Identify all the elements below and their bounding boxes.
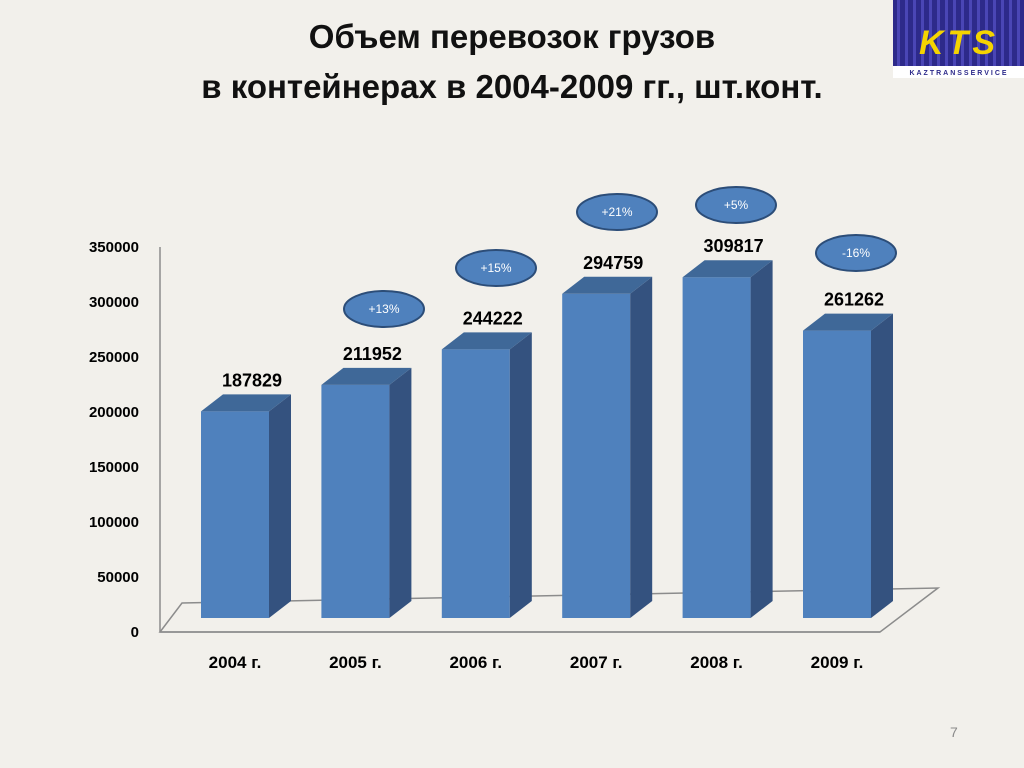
bar-front-1 — [201, 411, 269, 618]
bar-front-3 — [441, 349, 510, 618]
logo-stripe — [953, 0, 956, 66]
bar-top-2 — [321, 367, 412, 385]
logo-stripe — [985, 0, 988, 66]
category-label: 2004 г. — [209, 653, 262, 672]
bar-top-6 — [803, 313, 893, 331]
growth-label: +15% — [480, 261, 511, 275]
value-label: 309817 — [704, 236, 764, 256]
bar-side-6 — [871, 313, 893, 618]
value-label: 244222 — [463, 308, 523, 328]
logo-subtext-band — [893, 66, 1024, 78]
bar-side-1 — [269, 394, 291, 618]
y-tick-label: 150000 — [89, 459, 139, 476]
bar-front-4 — [562, 293, 631, 618]
y-tick-label: 50000 — [97, 569, 139, 586]
bar-front-5 — [682, 277, 751, 618]
logo-stripe — [897, 0, 900, 66]
logo-stripe — [921, 0, 924, 66]
bar-front-2 — [321, 384, 390, 618]
growth-label: +5% — [724, 198, 749, 212]
category-label: 2007 г. — [570, 653, 623, 672]
bar-side-3 — [509, 332, 532, 618]
category-label: 2009 г. — [811, 653, 864, 672]
page-number: 7 — [950, 724, 958, 740]
growth-label: -16% — [842, 246, 870, 260]
logo-stripe — [905, 0, 908, 66]
slide-title-line-2: в контейнерах в 2004-2009 гг., шт.конт. — [201, 68, 823, 105]
bar-side-2 — [389, 367, 412, 618]
logo-stripe — [1009, 0, 1012, 66]
logo-stripe — [937, 0, 940, 66]
kts-logo: KTS KAZTRANSSERVICE — [893, 0, 1024, 78]
y-tick-label: 350000 — [89, 239, 139, 256]
bar-side-5 — [750, 260, 773, 618]
y-tick-label: 0 — [131, 624, 139, 641]
growth-bubble — [695, 186, 777, 224]
bar-top-3 — [441, 332, 532, 350]
logo-stripe — [929, 0, 932, 66]
slide-title-line-1: Объем перевозок грузов — [308, 18, 716, 55]
growth-bubble — [343, 290, 425, 328]
logo-subtext: KAZTRANSSERVICE — [909, 70, 1008, 77]
growth-bubble — [455, 249, 537, 287]
bar-top-5 — [682, 260, 773, 278]
logo-stripe — [993, 0, 996, 66]
y-tick-label: 300000 — [89, 294, 139, 311]
category-label: 2005 г. — [329, 653, 382, 672]
bar-front-6 — [803, 330, 871, 618]
y-tick-label: 200000 — [89, 404, 139, 421]
growth-bubble — [576, 193, 658, 231]
logo-stripe — [1017, 0, 1020, 66]
logo-stripe — [977, 0, 980, 66]
y-tick-label: 250000 — [89, 349, 139, 366]
value-label: 294759 — [583, 253, 643, 273]
growth-label: +13% — [368, 302, 399, 316]
category-label: 2006 г. — [449, 653, 502, 672]
category-label: 2008 г. — [690, 653, 743, 672]
value-label: 211952 — [343, 344, 402, 364]
y-tick-label: 100000 — [89, 514, 139, 531]
value-label: 187829 — [222, 370, 282, 390]
logo-stripe — [969, 0, 972, 66]
bar-top-1 — [201, 394, 291, 412]
logo-text: KTS — [919, 24, 999, 62]
logo-stripe — [945, 0, 948, 66]
bar-side-4 — [630, 276, 653, 618]
value-label: 261262 — [824, 290, 884, 310]
growth-label: +21% — [601, 205, 632, 219]
logo-stripe — [961, 0, 964, 66]
logo-stripe — [1001, 0, 1004, 66]
growth-bubble — [815, 234, 897, 272]
logo-stripe — [913, 0, 916, 66]
bar-top-4 — [562, 276, 653, 294]
